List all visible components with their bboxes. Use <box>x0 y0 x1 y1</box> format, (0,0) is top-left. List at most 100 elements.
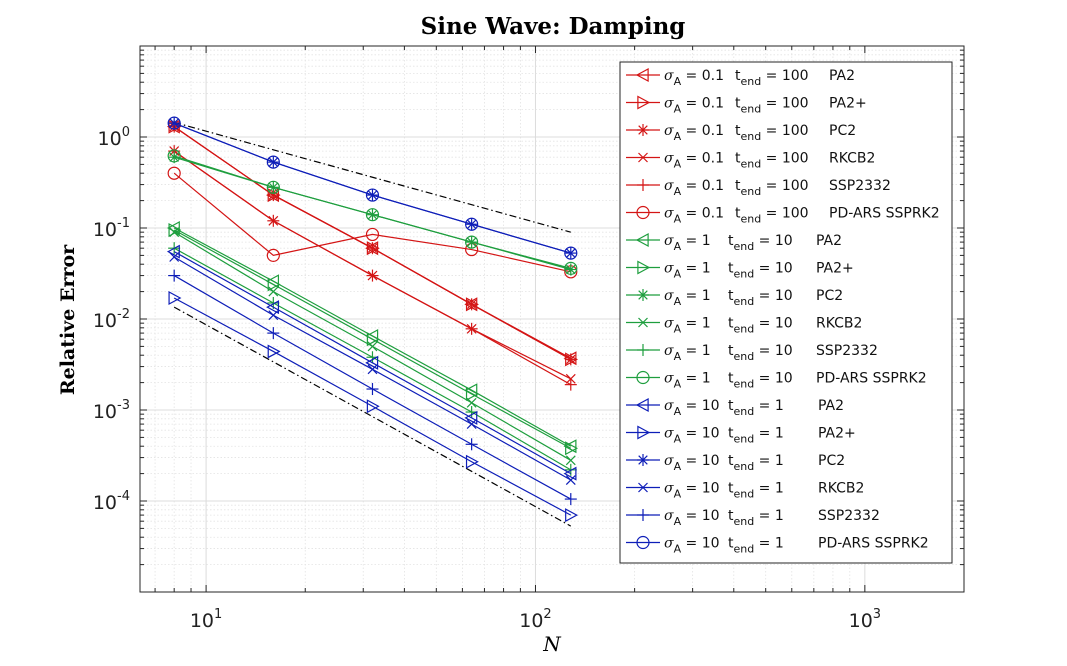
data-point-triangle-right <box>465 454 479 469</box>
data-point-triangle-right <box>267 344 281 359</box>
data-point-x <box>638 482 648 493</box>
legend-entry: σA = 10 tend = 1 PA2+ <box>626 425 856 446</box>
reference-lines <box>173 121 572 527</box>
series-18 <box>167 116 578 260</box>
data-point-triangle-left <box>635 232 649 248</box>
data-point-circle <box>266 248 280 262</box>
legend-entry: σA = 10 tend = 1 PA2 <box>626 397 844 418</box>
x-axis-label: N <box>542 632 562 656</box>
data-point-plus <box>465 322 478 335</box>
data-point-circle <box>365 188 380 202</box>
legend-entry: σA = 1 tend = 10 PD-ARS SSPRK2 <box>626 371 927 391</box>
data-point-x <box>169 252 180 262</box>
legend-label: σA = 1 tend = 10 SSP2332 <box>664 343 878 363</box>
data-point-triangle-right <box>267 277 281 292</box>
axis-ticks: 101 102 103 100 10-1 10-2 10-3 10-4 <box>93 45 965 632</box>
series-line <box>173 155 571 269</box>
data-point-triangle-right <box>637 260 651 275</box>
data-point-circle <box>167 116 181 130</box>
data-point-asterisk <box>366 242 379 255</box>
data-point-triangle-left <box>365 355 379 370</box>
x-tick-label: 103 <box>849 607 881 632</box>
series-6 <box>167 166 578 279</box>
first-order-reference <box>174 121 571 233</box>
legend-label: σA = 1 tend = 10 RKCB2 <box>664 316 862 336</box>
legend-label: σA = 1 tend = 10 PA2 <box>664 233 842 253</box>
series-14 <box>168 291 579 523</box>
data-point-plus <box>366 383 379 396</box>
data-point-circle <box>636 205 650 220</box>
data-point-circle <box>365 208 380 222</box>
legend-entry: σA = 10 tend = 1 PD-ARS SSPRK2 <box>626 536 929 556</box>
series-12 <box>167 149 578 275</box>
series-3 <box>168 120 577 366</box>
data-point-plus <box>168 269 181 282</box>
legend-entry: σA = 1 tend = 10 SSP2332 <box>626 343 878 363</box>
data-point-circle <box>465 217 479 231</box>
legend-entry: σA = 0.1 tend = 100 RKCB2 <box>626 151 875 171</box>
data-point-asterisk <box>564 353 577 366</box>
legend-label: σA = 0.1 tend = 100 SSP2332 <box>664 178 891 198</box>
x-tick-label: 101 <box>190 607 222 632</box>
legend-label: σA = 0.1 tend = 100 PC2 <box>664 123 856 143</box>
data-point-x <box>169 227 180 238</box>
data-point-circle <box>365 227 380 242</box>
legend-label: σA = 1 tend = 10 PA2+ <box>664 261 854 281</box>
x-tick-label: 102 <box>519 607 551 632</box>
data-point-plus <box>267 327 280 340</box>
data-point-x <box>268 286 279 297</box>
data-point-plus <box>366 269 379 282</box>
data-point-triangle-right <box>465 386 479 401</box>
legend-box <box>619 61 953 564</box>
data-point-triangle-right <box>366 399 380 414</box>
data-point-triangle-right <box>366 332 380 347</box>
series-line <box>173 172 571 273</box>
data-point-triangle-right <box>637 425 651 440</box>
legend-entry: σA = 0.1 tend = 100 PA2+ <box>626 95 867 116</box>
legend-label: σA = 0.1 tend = 100 PA2 <box>664 68 855 88</box>
legend-label: σA = 10 tend = 1 SSP2332 <box>664 508 880 528</box>
data-point-circle <box>564 261 578 275</box>
data-point-x <box>466 397 477 408</box>
data-point-triangle-left <box>563 439 577 454</box>
legend-label: σA = 0.1 tend = 100 RKCB2 <box>664 151 875 171</box>
series-group <box>166 116 579 523</box>
data-point-circle <box>636 370 650 385</box>
legend-label: σA = 10 tend = 1 PA2+ <box>664 426 856 446</box>
series-16 <box>169 252 576 485</box>
data-point-circle <box>564 246 578 260</box>
data-point-x <box>466 419 477 430</box>
data-point-asterisk <box>564 247 577 260</box>
legend-entry: σA = 0.1 tend = 100 SSP2332 <box>626 178 891 198</box>
data-point-asterisk <box>564 263 577 276</box>
data-point-x <box>565 455 576 466</box>
legend-label: σA = 10 tend = 1 PC2 <box>664 453 845 473</box>
y-tick-label: 10-4 <box>93 489 130 514</box>
data-point-triangle-left <box>635 397 649 413</box>
legend-entry: σA = 0.1 tend = 100 PD-ARS SSPRK2 <box>626 206 940 226</box>
legend-entry: σA = 10 tend = 1 RKCB2 <box>626 481 864 501</box>
y-axis-label: Relative Error <box>57 244 79 395</box>
series-8 <box>168 223 579 456</box>
data-point-circle <box>266 155 280 169</box>
data-point-circle <box>167 149 181 163</box>
y-tick-label: 100 <box>98 125 130 150</box>
data-point-x <box>565 475 576 485</box>
data-point-circle <box>266 180 280 194</box>
data-point-asterisk <box>637 124 649 136</box>
legend-label: σA = 0.1 tend = 100 PD-ARS SSPRK2 <box>664 206 940 226</box>
data-point-x <box>638 317 648 328</box>
data-point-triangle-left <box>266 300 280 315</box>
series-10 <box>169 227 576 466</box>
data-point-triangle-left <box>166 244 180 259</box>
data-point-plus <box>637 509 649 521</box>
series-17 <box>168 269 577 506</box>
legend-entry: σA = 0.1 tend = 100 PC2 <box>626 123 856 143</box>
legend-entry: σA = 1 tend = 10 PA2 <box>626 232 842 253</box>
data-point-x <box>638 152 648 163</box>
data-point-triangle-left <box>635 67 649 83</box>
chart-title: Sine Wave: Damping <box>421 13 686 40</box>
legend-entry: σA = 10 tend = 1 SSP2332 <box>626 508 880 528</box>
legend-label: σA = 0.1 tend = 100 PA2+ <box>664 96 867 116</box>
